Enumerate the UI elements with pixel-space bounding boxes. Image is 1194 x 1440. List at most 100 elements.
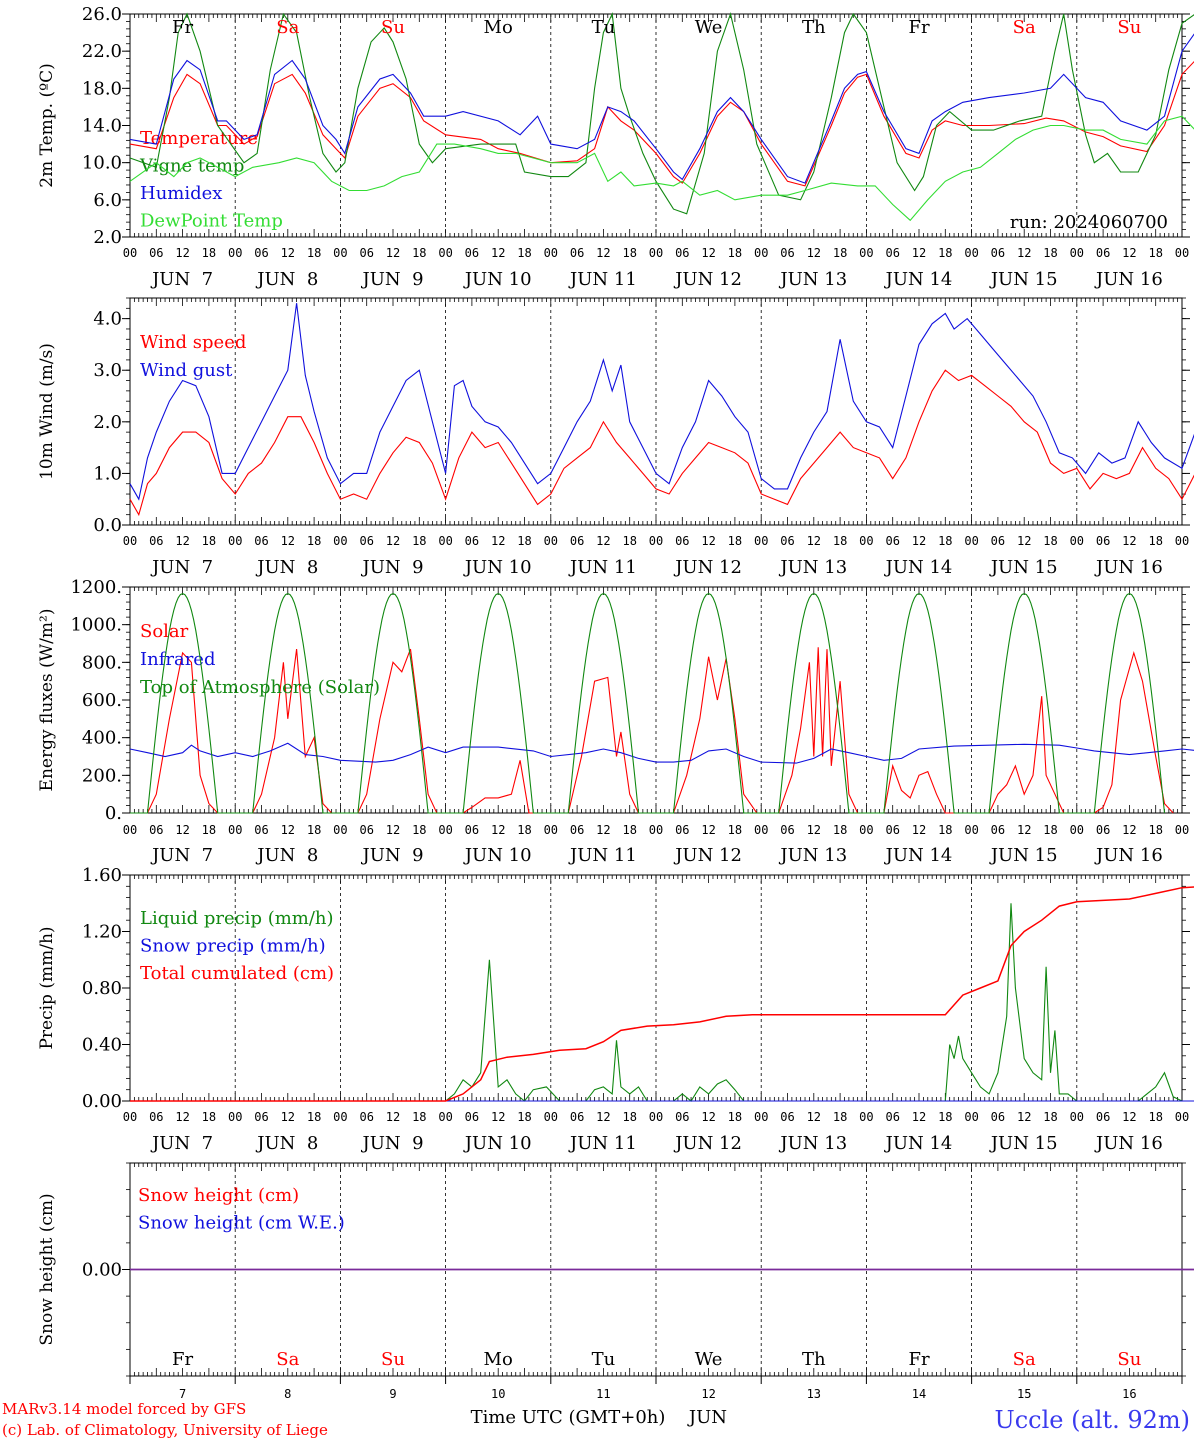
legend-entry: Solar bbox=[140, 621, 189, 642]
hour-tick-label: 00 bbox=[1175, 823, 1189, 837]
hour-tick-label: 00 bbox=[544, 246, 558, 260]
day-abbr-bottom: Mo bbox=[484, 1349, 513, 1370]
hour-tick-label: 00 bbox=[333, 823, 347, 837]
legend-entry: Infrared bbox=[140, 649, 215, 670]
date-label: JUN 16 bbox=[1094, 845, 1163, 866]
hour-tick-label: 12 bbox=[1017, 1110, 1031, 1124]
hour-tick-label: 12 bbox=[912, 246, 926, 260]
date-label: JUN 15 bbox=[989, 845, 1058, 866]
day-number: 15 bbox=[1017, 1387, 1031, 1401]
series-line-red bbox=[129, 369, 1194, 517]
hour-tick-label: 06 bbox=[675, 246, 689, 260]
hour-tick-label: 12 bbox=[596, 823, 610, 837]
day-abbr-top: We bbox=[695, 17, 723, 38]
hour-tick-label: 00 bbox=[228, 534, 242, 548]
date-label: JUN 9 bbox=[360, 1133, 423, 1154]
date-label: JUN 8 bbox=[255, 269, 318, 290]
hour-tick-label: 06 bbox=[465, 823, 479, 837]
hour-tick-label: 00 bbox=[964, 534, 978, 548]
legend-entry: Wind gust bbox=[140, 360, 233, 381]
hour-tick-label: 06 bbox=[570, 246, 584, 260]
day-abbr-bottom: Sa bbox=[1013, 1349, 1036, 1370]
hour-tick-label: 06 bbox=[254, 246, 268, 260]
hour-tick-label: 18 bbox=[1148, 534, 1162, 548]
hour-tick-label: 18 bbox=[412, 1110, 426, 1124]
y-tick-label: 400. bbox=[82, 728, 122, 749]
legend-entry: Wind speed bbox=[140, 332, 246, 353]
hour-tick-label: 00 bbox=[859, 1110, 873, 1124]
hour-tick-label: 00 bbox=[228, 823, 242, 837]
hour-tick-label: 00 bbox=[228, 246, 242, 260]
date-label: JUN 12 bbox=[673, 845, 742, 866]
day-abbr-bottom: Sa bbox=[276, 1349, 299, 1370]
y-axis-title: Snow height (cm) bbox=[37, 1193, 57, 1345]
hour-tick-label: 00 bbox=[123, 1110, 137, 1124]
hour-tick-label: 12 bbox=[491, 1110, 505, 1124]
hour-tick-label: 12 bbox=[281, 823, 295, 837]
hour-tick-label: 06 bbox=[1096, 534, 1110, 548]
hour-tick-label: 12 bbox=[1122, 1110, 1136, 1124]
date-label: JUN 12 bbox=[673, 1133, 742, 1154]
hour-tick-label: 06 bbox=[359, 823, 373, 837]
legend-entry: Humidex bbox=[140, 183, 222, 204]
hour-tick-label: 00 bbox=[438, 823, 452, 837]
day-abbr-top: Sa bbox=[1013, 17, 1036, 38]
hour-tick-label: 06 bbox=[570, 534, 584, 548]
hour-tick-label: 18 bbox=[412, 823, 426, 837]
date-label: JUN 11 bbox=[568, 269, 637, 290]
hour-tick-label: 00 bbox=[1070, 823, 1084, 837]
hour-tick-label: 18 bbox=[833, 823, 847, 837]
date-label: JUN 12 bbox=[673, 269, 742, 290]
hour-tick-label: 18 bbox=[728, 246, 742, 260]
hour-tick-label: 12 bbox=[701, 1110, 715, 1124]
hour-tick-label: 12 bbox=[1122, 246, 1136, 260]
day-number: 9 bbox=[389, 1387, 396, 1401]
y-tick-label: 200. bbox=[82, 765, 122, 786]
date-label: JUN 16 bbox=[1094, 1133, 1163, 1154]
hour-tick-label: 18 bbox=[938, 534, 952, 548]
hour-tick-label: 12 bbox=[175, 1110, 189, 1124]
date-label: JUN 15 bbox=[989, 269, 1058, 290]
y-tick-label: 600. bbox=[82, 690, 122, 711]
y-tick-label: 10.0 bbox=[82, 153, 122, 174]
y-tick-label: 0.80 bbox=[82, 978, 122, 999]
series-line-blue bbox=[129, 33, 1194, 184]
hour-tick-label: 00 bbox=[333, 1110, 347, 1124]
date-label: JUN 14 bbox=[884, 269, 953, 290]
hour-tick-label: 06 bbox=[675, 823, 689, 837]
day-abbr-top: Fr bbox=[172, 17, 193, 38]
day-abbr-bottom: Tu bbox=[592, 1349, 616, 1370]
hour-tick-label: 06 bbox=[254, 1110, 268, 1124]
series-line-green bbox=[130, 903, 1194, 1102]
hour-tick-label: 06 bbox=[465, 534, 479, 548]
hour-tick-label: 18 bbox=[307, 1110, 321, 1124]
hour-tick-label: 06 bbox=[149, 1110, 163, 1124]
date-label: JUN 14 bbox=[884, 845, 953, 866]
hour-tick-label: 06 bbox=[149, 246, 163, 260]
hour-tick-label: 12 bbox=[386, 823, 400, 837]
hour-tick-label: 00 bbox=[649, 246, 663, 260]
date-label: JUN 8 bbox=[255, 845, 318, 866]
hour-tick-label: 00 bbox=[333, 534, 347, 548]
day-abbr-top: Mo bbox=[484, 17, 513, 38]
hour-tick-label: 00 bbox=[438, 246, 452, 260]
hour-tick-label: 18 bbox=[938, 1110, 952, 1124]
date-label: JUN 13 bbox=[778, 1133, 847, 1154]
y-axis-title: 2m Temp. (ºC) bbox=[37, 63, 57, 188]
day-number: 16 bbox=[1122, 1387, 1136, 1401]
hour-tick-label: 00 bbox=[964, 1110, 978, 1124]
hour-tick-label: 12 bbox=[807, 1110, 821, 1124]
date-label: JUN 7 bbox=[150, 269, 213, 290]
y-tick-label: 0.00 bbox=[82, 1091, 122, 1112]
day-abbr-top: Su bbox=[381, 17, 405, 38]
hour-tick-label: 12 bbox=[596, 246, 610, 260]
y-tick-label: 1000. bbox=[70, 615, 122, 636]
hour-tick-label: 18 bbox=[202, 1110, 216, 1124]
hour-tick-label: 18 bbox=[202, 534, 216, 548]
hour-tick-label: 18 bbox=[412, 246, 426, 260]
hour-tick-label: 06 bbox=[991, 823, 1005, 837]
hour-tick-label: 12 bbox=[701, 246, 715, 260]
hour-tick-label: 06 bbox=[570, 823, 584, 837]
y-tick-label: 14.0 bbox=[82, 116, 122, 137]
day-number: 11 bbox=[596, 1387, 610, 1401]
